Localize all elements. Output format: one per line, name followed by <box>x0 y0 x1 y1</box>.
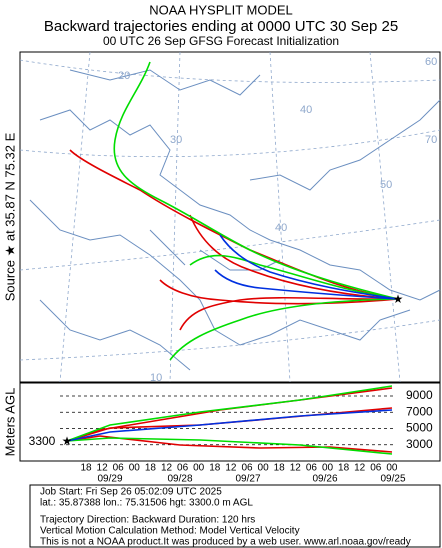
hour-label: 00 <box>322 463 334 474</box>
source-star: ★ <box>393 292 404 306</box>
hour-label: 00 <box>258 463 270 474</box>
hour-label: 18 <box>80 463 92 474</box>
grid-label: 50 <box>380 179 392 191</box>
grid-label: 70 <box>425 134 437 146</box>
date-label: 09/25 <box>380 474 405 485</box>
footer-line: This is not a NOAA product.It was produc… <box>40 537 411 548</box>
hour-label: 00 <box>386 463 398 474</box>
source-label: Source ★ at 35.87 N 75.32 E <box>2 132 17 301</box>
grid-label: 10 <box>150 372 162 384</box>
date-label: 09/27 <box>235 474 260 485</box>
map-frame <box>19 51 441 383</box>
hour-label: 00 <box>193 463 205 474</box>
hour-label: 18 <box>145 463 157 474</box>
footer-line: Trajectory Direction: Backward Duration:… <box>40 515 255 526</box>
hour-label: 18 <box>338 463 350 474</box>
footer-line: Vertical Motion Calculation Method: Mode… <box>40 526 300 537</box>
start-star: ★ <box>62 434 73 448</box>
footer-line: Job Start: Fri Sep 26 05:02:09 UTC 2025 <box>40 487 222 498</box>
hour-label: 12 <box>225 463 237 474</box>
axis-label: Meters AGL <box>2 388 17 457</box>
grid-label: 20 <box>118 70 130 82</box>
date-label: 09/26 <box>312 474 337 485</box>
hour-label: 06 <box>113 463 125 474</box>
hour-label: 06 <box>306 463 318 474</box>
hour-label: 06 <box>370 463 382 474</box>
hour-label: 00 <box>129 463 141 474</box>
title-1: NOAA HYSPLIT MODEL <box>149 2 293 17</box>
date-label: 09/28 <box>167 474 192 485</box>
grid-label: 30 <box>170 134 182 146</box>
hour-label: 18 <box>209 463 221 474</box>
footer-line: lat.: 35.87388 lon.: 75.31506 hgt: 3300.… <box>40 498 253 509</box>
start-label: 3300 <box>29 434 56 448</box>
hour-label: 12 <box>97 463 109 474</box>
hour-label: 12 <box>290 463 302 474</box>
date-label: 09/29 <box>97 474 122 485</box>
grid-label: 60 <box>425 56 437 68</box>
map-geography <box>19 51 441 383</box>
footer-box <box>29 484 441 548</box>
y-tick-label: 7000 <box>406 404 433 418</box>
trajectories <box>69 61 399 361</box>
height-trajectories <box>66 385 393 455</box>
title-2: Backward trajectories ending at 0000 UTC… <box>44 18 398 35</box>
grid-label: 40 <box>275 222 287 234</box>
y-tick-label: 5000 <box>406 421 433 435</box>
y-tick-label: 9000 <box>406 388 433 402</box>
hour-label: 06 <box>177 463 189 474</box>
grid-label: 40 <box>300 104 312 116</box>
hour-label: 12 <box>354 463 366 474</box>
title-3: 00 UTC 26 Sep GFSG Forecast Initializati… <box>103 34 339 48</box>
hour-label: 18 <box>274 463 286 474</box>
y-tick-label: 3000 <box>406 437 433 451</box>
hour-label: 06 <box>241 463 253 474</box>
hour-label: 12 <box>161 463 173 474</box>
